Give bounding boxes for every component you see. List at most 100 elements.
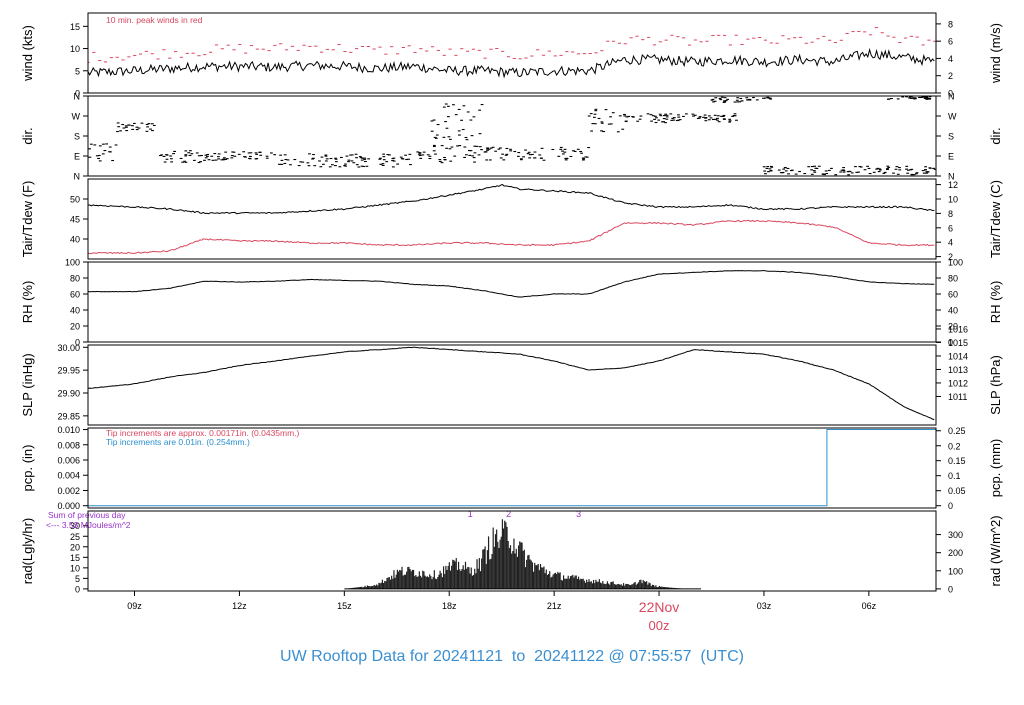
ytick-label-right-slp: 1016 — [948, 324, 968, 334]
rad-marker-3: 3 — [576, 509, 581, 519]
annotation-red-pcp: Tip increments are approx. 0.00171in. (0… — [106, 428, 300, 438]
ytick-label-right-dir: N — [948, 172, 955, 182]
ylabel-right-wind: wind (m/s) — [988, 23, 1003, 84]
ytick-label-right-wind: 8 — [948, 19, 953, 29]
plot-area-rh — [88, 270, 935, 298]
series-line-temp-1 — [88, 219, 935, 255]
ytick-label-left-rh: 20 — [70, 322, 80, 332]
panel-frame-slp — [87, 344, 937, 426]
rad-marker-1: 1 — [468, 509, 473, 519]
ytick-label-right-temp: 4 — [948, 238, 953, 248]
ytick-label-right-rad: 0 — [948, 584, 953, 594]
footer-prefix: UW Rooftop Data for — [280, 648, 429, 665]
ytick-label-right-dir: S — [948, 132, 954, 142]
plot-area-dir — [88, 96, 936, 176]
ylabel-left-pcp: pcp. (in) — [20, 445, 35, 492]
ytick-label-left-rad: 25 — [70, 532, 80, 542]
series-line-temp-0 — [88, 183, 935, 215]
footer-to-word: to — [511, 648, 526, 665]
time-label-09z: 09z — [127, 601, 142, 611]
ytick-label-right-slp: 1011 — [948, 392, 967, 402]
ytick-label-right-dir: W — [948, 112, 957, 122]
ytick-label-left-dir: S — [74, 132, 80, 142]
footer-title: UW Rooftop Data for 20241121 to 20241122… — [0, 648, 1024, 666]
time-label-18z: 18z — [442, 601, 457, 611]
panel-temp: 40 45 50 2 4 6 8 10 12 Tair/Tdew (F) Tair/Tdew (C) — [20, 178, 1003, 262]
rad-marker-2: 2 — [506, 509, 511, 519]
ytick-label-left-dir: N — [74, 92, 81, 102]
footer-timezone: (UTC) — [700, 648, 744, 665]
ytick-label-right-pcp: 0.25 — [948, 426, 966, 436]
ylabel-left-dir: dir. — [20, 127, 35, 144]
ytick-label-left-dir: E — [74, 152, 80, 162]
ytick-label-right-slp: 1012 — [948, 378, 968, 388]
panel-frame-pcp — [87, 427, 937, 509]
plot-area-slp — [88, 346, 935, 421]
ytick-label-right-slp: 1015 — [948, 338, 968, 348]
ytick-label-right-slp: 1014 — [948, 351, 968, 361]
ytick-label-right-dir: N — [948, 92, 955, 102]
panel-frame-wind — [87, 12, 937, 94]
panel-pcp: 0.000 0.002 0.004 0.006 0.008 0.010 0 0.05 0.1 0.… — [20, 425, 1003, 511]
ytick-label-left-wind: 15 — [70, 22, 80, 32]
ylabel-left-rad: rad(Lgly/hr) — [20, 518, 35, 584]
ytick-label-left-slp: 29.90 — [57, 389, 80, 399]
ytick-label-right-pcp: 0.15 — [948, 456, 966, 466]
ytick-label-left-wind: 5 — [75, 66, 80, 76]
ytick-label-left-wind: 10 — [70, 44, 80, 54]
ytick-label-left-pcp: 0.006 — [57, 456, 80, 466]
ytick-label-right-wind: 2 — [948, 71, 953, 81]
ytick-label-left-rad: 0 — [75, 584, 80, 594]
ytick-label-right-wind: 0 — [948, 89, 953, 99]
plot-area-pcp — [88, 429, 936, 507]
ytick-label-right-pcp: 0 — [948, 501, 953, 511]
time-label-date-sub: 00z — [649, 618, 670, 633]
plot-area-rad — [344, 519, 702, 590]
panel-slp: 29.85 29.90 29.95 30.00 1011 1012 1013 1014 1015… — [20, 324, 1003, 426]
ytick-label-right-rad: 100 — [948, 566, 963, 576]
ytick-label-left-pcp: 0.004 — [57, 471, 80, 481]
ytick-label-left-rad: 20 — [70, 542, 80, 552]
ytick-label-right-rh: 60 — [948, 290, 958, 300]
ytick-label-right-wind: 6 — [948, 37, 953, 47]
ytick-label-right-pcp: 0.2 — [948, 441, 961, 451]
ytick-label-left-rh: 100 — [65, 258, 80, 268]
ylabel-right-dir: dir. — [988, 127, 1003, 144]
ytick-label-left-pcp: 0.010 — [57, 425, 80, 435]
ytick-label-left-temp: 50 — [70, 195, 80, 205]
panel-frame-rh — [87, 261, 937, 343]
ytick-label-left-dir: W — [72, 112, 81, 122]
panel-wind: 0 5 10 15 0 2 4 6 8 wind (kts) wind (m/s) 10 min. p… — [20, 12, 1003, 99]
ytick-label-left-rh: 40 — [70, 306, 80, 316]
ytick-label-left-slp: 29.95 — [57, 366, 80, 376]
footer-start-date: 20241121 — [432, 648, 503, 665]
ylabel-right-slp: SLP (hPa) — [988, 355, 1003, 415]
ylabel-right-rh: RH (%) — [988, 281, 1003, 324]
panel-frame-dir — [87, 95, 937, 177]
ytick-label-left-dir: N — [74, 172, 81, 182]
ytick-label-left-pcp: 0.008 — [57, 440, 80, 450]
ytick-label-right-dir: E — [948, 152, 954, 162]
ylabel-right-pcp: pcp. (mm) — [988, 439, 1003, 498]
footer-end-date: 20241122 @ 07:55:57 — [534, 648, 692, 665]
ytick-label-right-temp: 10 — [948, 195, 958, 205]
plot-area-wind — [88, 27, 936, 79]
ytick-label-left-temp: 40 — [70, 235, 80, 245]
annotation-wind: 10 min. peak winds in red — [106, 15, 203, 25]
ytick-label-left-rad: 10 — [70, 563, 80, 573]
ytick-label-right-wind: 4 — [948, 54, 953, 64]
ytick-label-right-rad: 300 — [948, 530, 963, 540]
ytick-label-left-rad: 15 — [70, 553, 80, 563]
ytick-label-left-pcp: 0.002 — [57, 486, 80, 496]
ytick-label-left-rad: 5 — [75, 574, 80, 584]
ylabel-left-rh: RH (%) — [20, 281, 35, 324]
series-line-pcp-0 — [88, 429, 936, 507]
panel-frame-rad — [87, 510, 937, 592]
ytick-label-right-rh: 20 — [948, 322, 958, 332]
ytick-label-right-rh: 100 — [948, 258, 963, 268]
ytick-label-right-temp: 2 — [948, 252, 953, 262]
plot-area-temp — [88, 183, 935, 255]
